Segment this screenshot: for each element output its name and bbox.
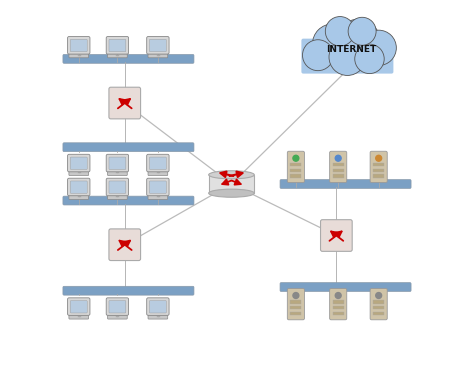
FancyBboxPatch shape: [329, 289, 347, 320]
FancyBboxPatch shape: [148, 315, 168, 319]
FancyBboxPatch shape: [63, 286, 194, 295]
FancyBboxPatch shape: [320, 220, 352, 251]
Circle shape: [329, 39, 366, 75]
FancyBboxPatch shape: [68, 36, 90, 54]
FancyBboxPatch shape: [63, 143, 194, 152]
FancyBboxPatch shape: [109, 39, 126, 52]
FancyBboxPatch shape: [69, 195, 89, 199]
FancyBboxPatch shape: [70, 181, 87, 194]
Circle shape: [312, 24, 353, 64]
FancyBboxPatch shape: [333, 169, 344, 172]
FancyBboxPatch shape: [149, 301, 166, 313]
FancyBboxPatch shape: [146, 36, 169, 54]
FancyBboxPatch shape: [108, 54, 127, 58]
Circle shape: [335, 293, 341, 298]
FancyBboxPatch shape: [148, 195, 168, 199]
Circle shape: [361, 30, 396, 66]
FancyBboxPatch shape: [333, 312, 344, 315]
FancyBboxPatch shape: [373, 163, 384, 166]
FancyBboxPatch shape: [68, 178, 90, 196]
FancyBboxPatch shape: [290, 174, 301, 178]
FancyBboxPatch shape: [146, 298, 169, 315]
FancyBboxPatch shape: [149, 39, 166, 52]
FancyBboxPatch shape: [109, 157, 126, 169]
FancyBboxPatch shape: [109, 229, 141, 261]
FancyBboxPatch shape: [149, 157, 166, 169]
FancyBboxPatch shape: [370, 289, 387, 320]
FancyBboxPatch shape: [106, 298, 128, 315]
FancyBboxPatch shape: [63, 196, 194, 205]
FancyBboxPatch shape: [301, 39, 393, 74]
Circle shape: [337, 19, 380, 62]
FancyBboxPatch shape: [106, 178, 128, 196]
FancyBboxPatch shape: [290, 163, 301, 166]
FancyBboxPatch shape: [329, 151, 347, 183]
FancyBboxPatch shape: [280, 283, 411, 291]
FancyBboxPatch shape: [373, 306, 384, 309]
FancyBboxPatch shape: [333, 300, 344, 304]
FancyBboxPatch shape: [370, 151, 387, 183]
FancyBboxPatch shape: [69, 54, 89, 58]
FancyBboxPatch shape: [68, 298, 90, 315]
FancyBboxPatch shape: [108, 171, 127, 176]
FancyBboxPatch shape: [373, 312, 384, 315]
FancyBboxPatch shape: [106, 36, 128, 54]
FancyBboxPatch shape: [148, 54, 168, 58]
FancyBboxPatch shape: [287, 289, 304, 320]
FancyBboxPatch shape: [108, 195, 127, 199]
FancyBboxPatch shape: [70, 157, 87, 169]
FancyBboxPatch shape: [68, 154, 90, 172]
FancyBboxPatch shape: [148, 171, 168, 176]
Circle shape: [335, 155, 341, 161]
Text: INTERNET: INTERNET: [326, 45, 376, 54]
FancyBboxPatch shape: [290, 312, 301, 315]
Ellipse shape: [209, 189, 254, 197]
Circle shape: [325, 17, 355, 46]
Circle shape: [355, 44, 384, 74]
FancyBboxPatch shape: [70, 39, 87, 52]
Circle shape: [376, 293, 382, 298]
FancyBboxPatch shape: [109, 87, 141, 119]
Circle shape: [348, 17, 376, 45]
FancyBboxPatch shape: [333, 306, 344, 309]
FancyBboxPatch shape: [287, 151, 304, 183]
FancyBboxPatch shape: [106, 154, 128, 172]
FancyBboxPatch shape: [69, 171, 89, 176]
FancyBboxPatch shape: [290, 300, 301, 304]
FancyBboxPatch shape: [70, 301, 87, 313]
FancyBboxPatch shape: [333, 163, 344, 166]
FancyBboxPatch shape: [146, 178, 169, 196]
Circle shape: [293, 293, 299, 298]
FancyBboxPatch shape: [209, 175, 254, 193]
FancyBboxPatch shape: [290, 306, 301, 309]
Ellipse shape: [209, 171, 254, 179]
FancyBboxPatch shape: [109, 301, 126, 313]
FancyBboxPatch shape: [373, 300, 384, 304]
FancyBboxPatch shape: [373, 169, 384, 172]
FancyBboxPatch shape: [109, 181, 126, 194]
FancyBboxPatch shape: [373, 174, 384, 178]
FancyBboxPatch shape: [280, 180, 411, 188]
FancyBboxPatch shape: [69, 315, 89, 319]
Circle shape: [293, 155, 299, 161]
Circle shape: [376, 155, 382, 161]
Circle shape: [302, 40, 333, 71]
FancyBboxPatch shape: [108, 315, 127, 319]
FancyBboxPatch shape: [333, 174, 344, 178]
FancyBboxPatch shape: [146, 154, 169, 172]
FancyBboxPatch shape: [290, 169, 301, 172]
FancyBboxPatch shape: [149, 181, 166, 194]
FancyBboxPatch shape: [63, 54, 194, 63]
